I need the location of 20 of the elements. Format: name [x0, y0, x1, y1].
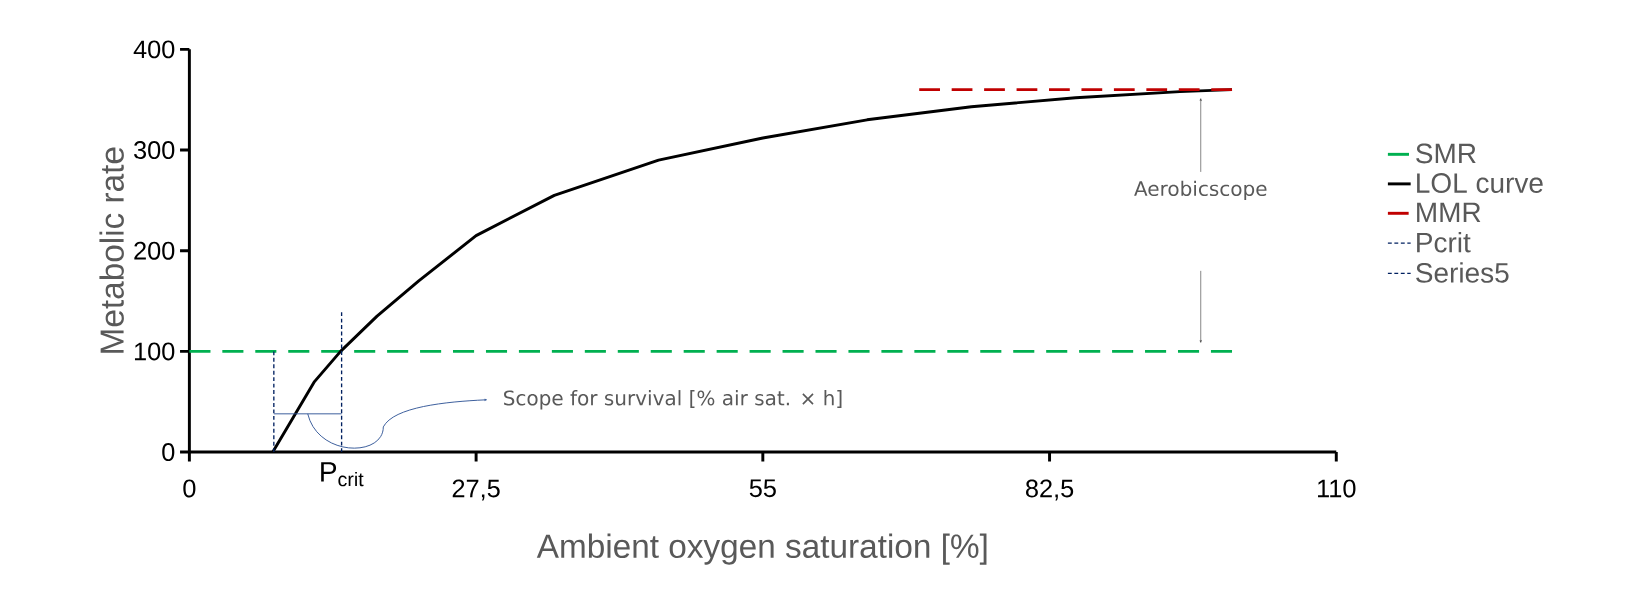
x-tick-label: 82,5 [1026, 479, 1074, 501]
x-tick-label: 27,5 [452, 479, 500, 501]
legend-label: SMR [1416, 143, 1476, 164]
annotation: Aerobicscope [1134, 180, 1267, 200]
y-tick-label: 0 [162, 442, 175, 461]
x-axis-title: Ambient oxygen saturation [%] [536, 533, 987, 565]
legend-label: Pcrit [1417, 231, 1471, 253]
y-tick-label: 400 [133, 40, 175, 59]
annotation: P$_{crit}$ [321, 461, 364, 487]
legend-label: MMR [1417, 202, 1481, 222]
x-tick-label: 110 [1318, 479, 1356, 498]
x-tick-label: 55 [749, 479, 776, 497]
legend-label: Series5 [1416, 262, 1509, 283]
legend-label: LOL curve [1417, 172, 1543, 193]
y-tick-label: 200 [134, 241, 175, 260]
y-axis-title: Metabolic rate [99, 147, 124, 353]
y-tick-label: 300 [134, 140, 175, 159]
x-tick-label: 0 [183, 479, 196, 498]
y-tick-label: 100 [134, 342, 175, 361]
annotation: Scope for survival [% air sat. × h] [504, 389, 842, 410]
